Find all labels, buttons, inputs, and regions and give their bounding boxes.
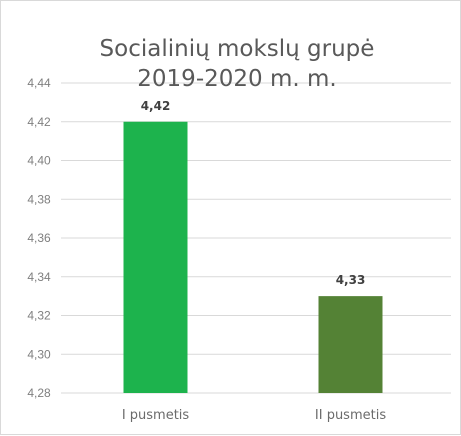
data-label-2: 4,33 <box>336 273 366 287</box>
y-tick-label: 4,34 <box>27 270 51 284</box>
category-label-2: II pusmetis <box>315 408 386 423</box>
chart-title-line-2: 2019-2020 m. m. <box>137 66 336 92</box>
chart-title-line-1: Socialinių mokslų grupė <box>100 36 375 62</box>
chart-title: Socialinių mokslų grupė 2019-2020 m. m. <box>100 36 375 92</box>
bars <box>123 121 383 393</box>
x-axis: I pusmetis II pusmetis <box>122 408 387 423</box>
y-tick-label: 4,28 <box>27 386 51 400</box>
y-tick-label: 4,30 <box>27 347 51 361</box>
y-tick-label: 4,36 <box>27 231 51 245</box>
data-labels: 4,42 4,33 <box>141 99 366 287</box>
y-tick-label: 4,42 <box>27 115 51 129</box>
bar-2 <box>318 296 383 393</box>
data-label-1: 4,42 <box>141 99 171 113</box>
y-tick-label: 4,40 <box>27 154 51 168</box>
category-label-1: I pusmetis <box>122 408 190 423</box>
y-tick-label: 4,32 <box>27 309 51 323</box>
y-tick-label: 4,44 <box>27 76 51 90</box>
gridlines <box>61 82 451 394</box>
y-axis: 4,44 4,42 4,40 4,38 4,36 4,34 4,32 4,30 4,28 <box>27 76 51 400</box>
y-tick-label: 4,38 <box>27 192 51 206</box>
bar-1 <box>123 121 188 393</box>
